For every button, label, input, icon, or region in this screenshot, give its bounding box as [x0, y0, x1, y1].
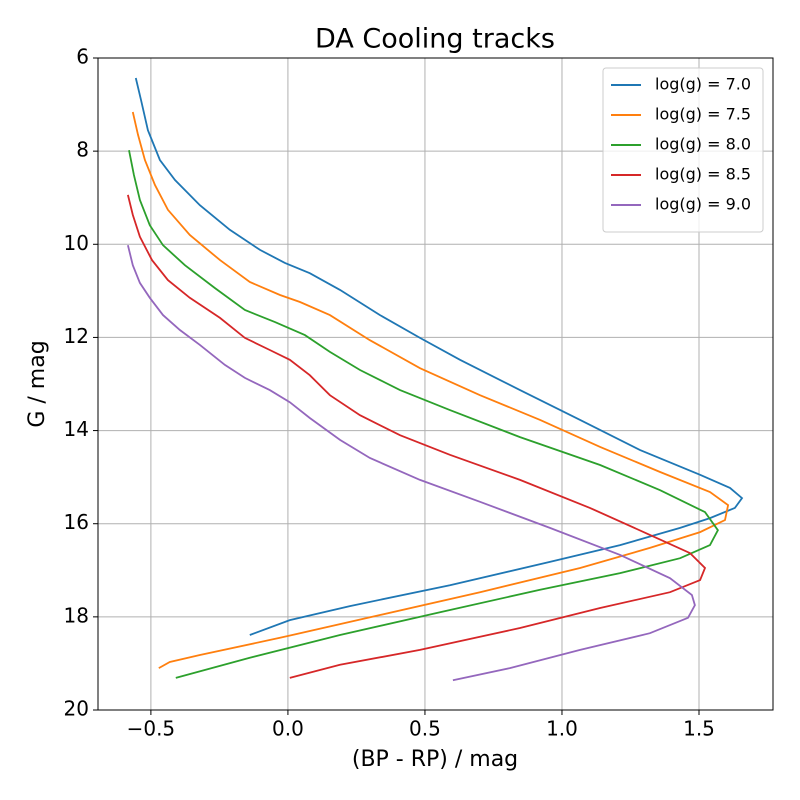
- y-tick-label: 16: [64, 510, 89, 534]
- y-tick-label: 14: [64, 417, 89, 441]
- legend-label: log(g) = 9.0: [655, 195, 751, 214]
- y-tick-label: 18: [64, 603, 89, 627]
- x-tick-label: 0.0: [272, 717, 304, 741]
- legend-label: log(g) = 7.5: [655, 105, 751, 124]
- x-tick-label: −0.5: [127, 717, 176, 741]
- y-tick-label: 8: [76, 138, 89, 162]
- line: [127, 244, 696, 682]
- legend-box: [602, 67, 764, 233]
- y-axis-label: G / mag: [25, 340, 50, 427]
- line: [128, 150, 719, 679]
- legend: log(g) = 7.0 log(g) = 7.5 log(g) = 8.0 log(…: [602, 67, 764, 233]
- line: [131, 111, 730, 669]
- chart-title: DA Cooling tracks: [315, 24, 555, 55]
- x-tick-label: 0.5: [409, 717, 441, 741]
- y-tick-label: 10: [64, 231, 89, 255]
- legend-label: log(g) = 8.5: [655, 165, 751, 184]
- legend-label: log(g) = 7.0: [655, 75, 751, 94]
- plot-frame: [97, 57, 774, 711]
- line: [127, 194, 707, 679]
- legend-label: log(g) = 8.0: [655, 135, 751, 154]
- line: [134, 77, 744, 636]
- x-tick-label: 1.0: [546, 717, 578, 741]
- y-tick-label: 20: [64, 697, 89, 721]
- x-tick-label: 1.5: [683, 717, 715, 741]
- y-tick-label: 6: [76, 45, 89, 69]
- x-axis-label: (BP - RP) / mag: [352, 747, 518, 772]
- y-tick-label: 12: [64, 324, 89, 348]
